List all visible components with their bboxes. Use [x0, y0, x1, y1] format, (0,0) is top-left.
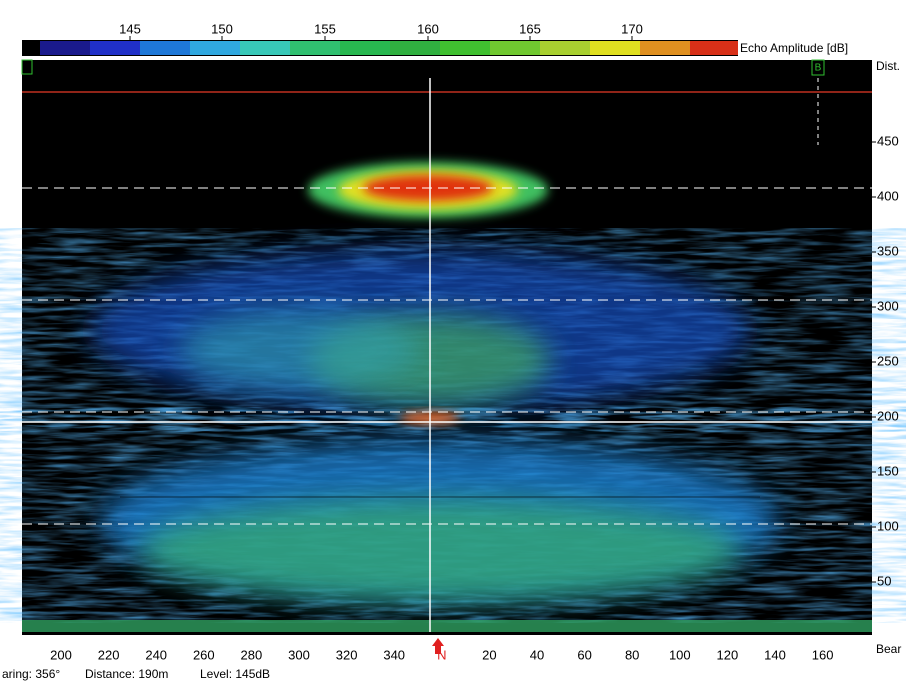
bearing-tick-label: 240 [145, 647, 167, 662]
bearing-tick-label: 280 [241, 647, 263, 662]
status-level: Level: 145dB [200, 667, 270, 681]
bearing-tick-label: 260 [193, 647, 215, 662]
bearing-tick-label: 200 [50, 647, 72, 662]
bearing-tick-label: 20 [482, 647, 496, 662]
distance-tick-label: 450 [877, 133, 899, 148]
distance-tick-label: 200 [877, 408, 899, 423]
marker-b: B [811, 59, 825, 76]
status-bearing: aring: 356° [2, 667, 60, 681]
colorbar-tick-label: 155 [314, 21, 336, 36]
distance-tick-label: 100 [877, 518, 899, 533]
colorbar [22, 40, 738, 56]
bearing-tick-label: 320 [336, 647, 358, 662]
distance-tick-label: 150 [877, 463, 899, 478]
bearing-tick-label: 80 [625, 647, 639, 662]
distance-tick-label: 50 [877, 573, 891, 588]
marker-label: B [815, 63, 822, 74]
distance-tick-label: 400 [877, 188, 899, 203]
bearing-tick-label: 300 [288, 647, 310, 662]
bearing-axis-label: Bear [876, 642, 901, 656]
bearing-tick-label: 120 [717, 647, 739, 662]
distance-tick-label: 300 [877, 298, 899, 313]
status-distance: Distance: 190m [85, 667, 168, 681]
colorbar-tick-label: 160 [417, 21, 439, 36]
bearing-tick-label: 60 [577, 647, 591, 662]
colorbar-tick-label: 145 [119, 21, 141, 36]
colorbar-label: Echo Amplitude [dB] [740, 41, 848, 55]
bearing-tick-label: 140 [764, 647, 786, 662]
marker-a [21, 59, 33, 75]
bearing-tick-label: 40 [530, 647, 544, 662]
colorbar-tick-label: 165 [519, 21, 541, 36]
bearing-tick-label: N [437, 647, 446, 662]
bearing-tick-label: 100 [669, 647, 691, 662]
echo-image [22, 60, 872, 654]
distance-tick-label: 350 [877, 243, 899, 258]
bearing-tick-label: 340 [383, 647, 405, 662]
bearing-tick-label: 160 [812, 647, 834, 662]
colorbar-tick-label: 170 [621, 21, 643, 36]
distance-axis-label: Dist. [876, 59, 900, 73]
colorbar-tick-label: 150 [211, 21, 233, 36]
bearing-tick-label: 220 [98, 647, 120, 662]
distance-tick-label: 250 [877, 353, 899, 368]
